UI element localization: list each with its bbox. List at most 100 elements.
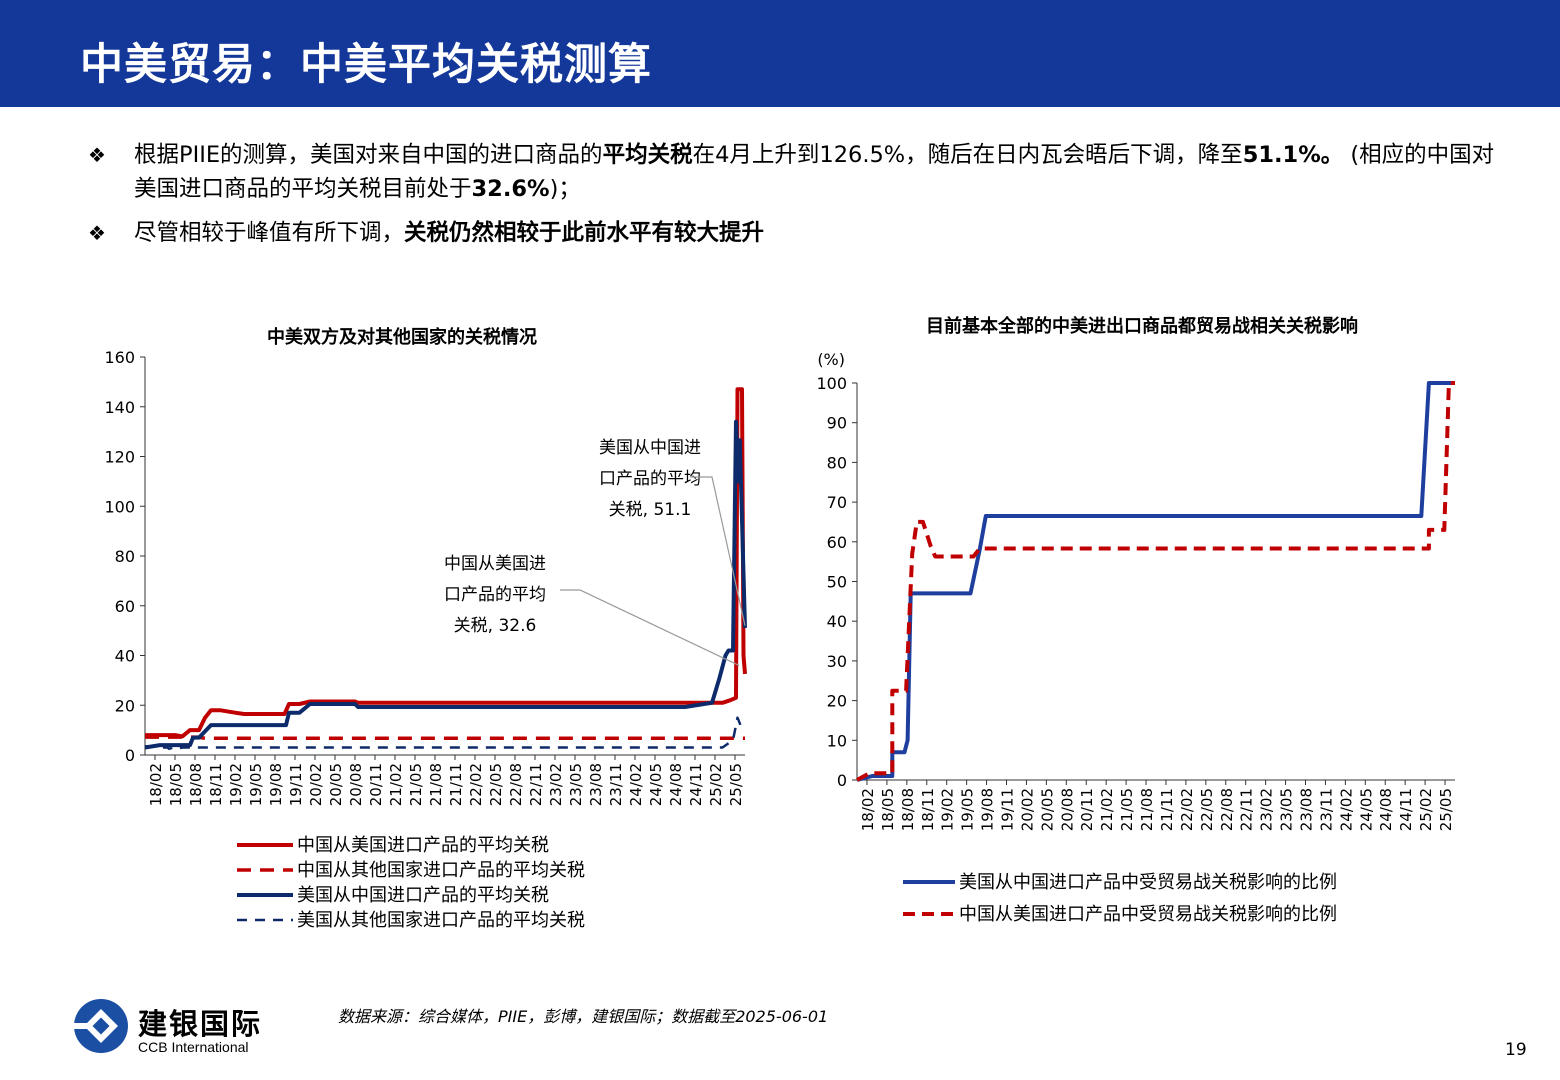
x-tick-label: 21/11 <box>1158 788 1176 831</box>
x-tick-label: 18/11 <box>207 763 225 806</box>
x-tick-label: 24/02 <box>1337 788 1355 831</box>
trade-war-coverage-chart: 目前基本全部的中美进出口商品都贸易战相关关税影响 (%) 0 10 20 30 40 50 60… <box>816 315 1455 925</box>
x-tick-label: 25/05 <box>727 763 745 806</box>
y-tick-label: 60 <box>115 597 135 616</box>
series-line-2 <box>145 735 745 741</box>
legend-label: 中国从美国进口产品的平均关税 <box>297 835 549 856</box>
y-tick-label: 80 <box>115 547 135 566</box>
x-tick-label: 22/08 <box>507 763 525 806</box>
x-tick-label: 22/11 <box>527 763 545 806</box>
legend-label: 中国从美国进口产品中受贸易战关税影响的比例 <box>959 904 1337 925</box>
x-tick-label: 20/08 <box>1058 788 1076 831</box>
annotation-china-from-us: 关税, 32.6 <box>454 616 537 636</box>
x-tick-label: 24/05 <box>1357 788 1375 831</box>
text-run: (相应的中国对美国进口商品的平均关税目前处于 <box>134 142 1495 202</box>
annotation-china-from-us: 口产品的平均 <box>444 585 546 605</box>
page-number: 19 <box>1505 1040 1527 1060</box>
x-tick-label: 21/08 <box>427 763 445 806</box>
series-line-4 <box>145 716 746 751</box>
x-tick-label: 25/02 <box>1417 788 1435 831</box>
x-tick-label: 22/02 <box>1178 788 1196 831</box>
ccb-logo-icon <box>72 999 128 1053</box>
chart-title: 中美双方及对其他国家的关税情况 <box>267 326 537 348</box>
x-tick-label: 18/11 <box>919 788 937 831</box>
x-tick-label: 23/11 <box>607 763 625 806</box>
x-tick-label: 18/08 <box>187 763 205 806</box>
x-tick-label: 23/02 <box>1258 788 1276 831</box>
text-run-bold: 32.6% <box>471 176 550 202</box>
y-tick-label: 20 <box>827 692 847 711</box>
x-tick-label: 22/05 <box>487 763 505 806</box>
x-tick-label: 22/11 <box>1238 788 1256 831</box>
x-tick-label: 18/08 <box>899 788 917 831</box>
text-run-bold: 平均关税 <box>602 142 693 168</box>
y-tick-label: 100 <box>104 497 135 516</box>
x-tick-label: 23/08 <box>1298 788 1316 831</box>
x-tick-label: 23/11 <box>1317 788 1335 831</box>
series-line-3 <box>144 419 747 750</box>
x-tick-label: 24/02 <box>627 763 645 806</box>
x-tick-label: 18/02 <box>859 788 877 831</box>
logo-text-cn: 建银国际 <box>138 1007 263 1041</box>
source-note: 数据来源：综合媒体，PIIE，彭博，建银国际；数据截至2025-06-01 <box>338 1007 829 1026</box>
y-tick-label: 60 <box>827 533 847 552</box>
x-tick-label: 24/11 <box>687 763 705 806</box>
x-tick-label: 24/05 <box>647 763 665 806</box>
annotation-us-from-china: 美国从中国进 <box>599 438 701 458</box>
x-tick-label: 20/02 <box>1018 788 1036 831</box>
x-tick-label: 20/08 <box>347 763 365 806</box>
annotation-leader-line <box>690 476 746 626</box>
y-tick-label: 0 <box>837 771 847 790</box>
x-tick-label: 23/05 <box>1278 788 1296 831</box>
y-tick-label: 160 <box>104 348 135 367</box>
y-tick-label: 70 <box>827 493 847 512</box>
bullet-item-2: ❖ 尽管相较于峰值有所下调，关税仍然相较于此前水平有较大提升 <box>88 216 1508 250</box>
x-tick-label: 22/08 <box>1218 788 1236 831</box>
text-run-bold: 51.1%。 <box>1242 142 1344 168</box>
x-tick-label: 19/02 <box>227 763 245 806</box>
y-tick-label: 10 <box>827 731 847 750</box>
y-tick-label: 20 <box>115 696 135 715</box>
x-tick-label: 19/08 <box>267 763 285 806</box>
x-tick-label: 22/02 <box>467 763 485 806</box>
x-tick-label: 25/05 <box>1437 788 1455 831</box>
y-tick-label: 120 <box>104 448 135 467</box>
x-tick-label: 23/02 <box>547 763 565 806</box>
x-tick-label: 24/08 <box>667 763 685 806</box>
x-tick-label: 19/05 <box>247 763 265 806</box>
x-tick-label: 21/05 <box>407 763 425 806</box>
x-tick-label: 21/11 <box>447 763 465 806</box>
x-tick-label: 23/08 <box>587 763 605 806</box>
ccb-international-logo: 建银国际 CCB International <box>72 997 322 1057</box>
series-line-2 <box>856 381 1455 782</box>
tariff-levels-chart: 中美双方及对其他国家的关税情况 0 20 40 60 80 100 120 140 160 18/0… <box>104 326 747 931</box>
x-tick-label: 20/05 <box>327 763 345 806</box>
text-run-bold: 关税仍然相较于此前水平有较大提升 <box>404 220 765 246</box>
y-tick-label: 140 <box>104 398 135 417</box>
x-tick-label: 19/05 <box>959 788 977 831</box>
x-tick-label: 25/02 <box>707 763 725 806</box>
series-line-1 <box>145 387 747 739</box>
legend-label: 美国从中国进口产品的平均关税 <box>297 885 549 906</box>
title-bar: 中美贸易：中美平均关税测算 <box>0 0 1560 107</box>
x-tick-label: 21/02 <box>387 763 405 806</box>
x-tick-label: 22/05 <box>1198 788 1216 831</box>
diamond-bullet-icon: ❖ <box>88 143 106 167</box>
y-tick-label: 100 <box>816 374 847 393</box>
text-run: 根据PIIE的测算，美国对来自中国的进口商品的 <box>134 142 603 168</box>
diamond-bullet-icon: ❖ <box>88 221 106 245</box>
logo-text-en: CCB International <box>138 1039 249 1055</box>
bullet-item-1: ❖ 根据PIIE的测算，美国对来自中国的进口商品的平均关税在4月上升到126.5… <box>88 138 1508 206</box>
x-tick-label: 20/11 <box>367 763 385 806</box>
text-run: 尽管相较于峰值有所下调， <box>134 220 405 246</box>
x-tick-label: 19/02 <box>939 788 957 831</box>
x-tick-label: 18/05 <box>167 763 185 806</box>
x-tick-label: 18/05 <box>879 788 897 831</box>
y-tick-label: 90 <box>827 414 847 433</box>
annotation-us-from-china: 关税, 51.1 <box>609 500 692 520</box>
text-run: )； <box>549 176 581 202</box>
text-run: 在4月上升到126.5%，随后在日内瓦会晤后下调，降至 <box>692 142 1243 168</box>
x-tick-label: 24/11 <box>1397 788 1415 831</box>
x-tick-label: 20/11 <box>1078 788 1096 831</box>
bullet-list: ❖ 根据PIIE的测算，美国对来自中国的进口商品的平均关税在4月上升到126.5… <box>88 138 1508 260</box>
